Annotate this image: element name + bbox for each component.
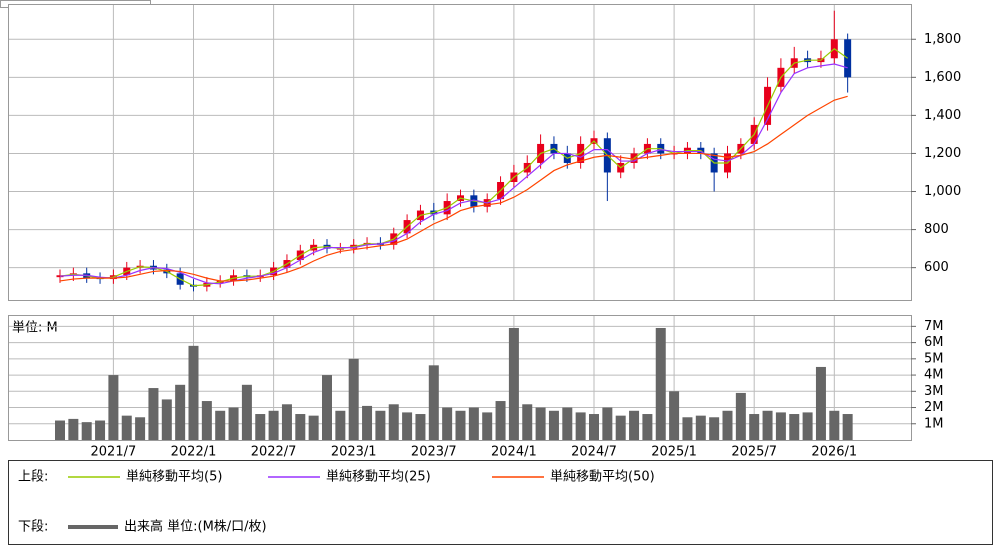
volume-bar xyxy=(55,420,65,440)
volume-bar xyxy=(508,327,519,440)
volume-unit: 単位: M xyxy=(12,320,58,336)
volume-bar xyxy=(148,388,159,440)
volume-bar xyxy=(735,392,746,440)
ma-line xyxy=(59,63,848,285)
ma-line xyxy=(59,48,848,287)
x-tick-label: 2024/7 xyxy=(571,445,617,460)
legend-label: 単純移動平均(5) xyxy=(126,469,222,485)
volume-bar xyxy=(428,365,439,440)
volume-bar xyxy=(201,401,212,440)
legend-label: 出来高 単位:(M株/口/枚) xyxy=(124,519,267,535)
volume-bar xyxy=(829,410,840,440)
x-tick-label: 2025/7 xyxy=(731,445,777,460)
volume-bar xyxy=(615,415,626,440)
volume-bar xyxy=(522,404,533,440)
volume-bar xyxy=(535,407,546,440)
volume-bar xyxy=(802,412,813,440)
y-tick-label: 800 xyxy=(924,222,949,237)
price-panel xyxy=(8,4,912,301)
y-tick-label: 1M xyxy=(924,416,944,431)
volume-bar xyxy=(789,414,800,440)
y-tick-label: 1,400 xyxy=(924,108,961,123)
volume-bar xyxy=(695,415,706,440)
volume-bar xyxy=(308,415,319,440)
volume-bar xyxy=(241,384,252,440)
volume-bar xyxy=(709,417,720,440)
volume-bar xyxy=(295,414,306,440)
volume-bar xyxy=(268,410,279,440)
legend-box xyxy=(8,460,993,545)
volume-bar xyxy=(188,345,199,440)
volume-bar xyxy=(548,410,559,440)
volume-bar xyxy=(348,358,359,440)
volume-bar xyxy=(629,410,640,440)
volume-bar xyxy=(495,401,506,440)
volume-bar xyxy=(442,407,453,440)
volume-bar xyxy=(228,407,239,440)
volume-bar xyxy=(415,414,426,440)
volume-bar xyxy=(81,422,92,440)
volume-bar xyxy=(749,414,760,440)
candle-body xyxy=(844,39,852,78)
x-tick-label: 2023/7 xyxy=(411,445,457,460)
volume-bar xyxy=(161,399,172,440)
volume-bar xyxy=(215,410,226,440)
volume-bar xyxy=(402,412,413,440)
volume-bar xyxy=(468,407,479,440)
volume-bar xyxy=(575,412,586,440)
volume-bar xyxy=(95,420,106,440)
volume-bar xyxy=(455,410,466,440)
volume-bar xyxy=(322,375,332,440)
y-tick-label: 4M xyxy=(924,368,944,383)
volume-bar xyxy=(362,405,373,440)
volume-bar xyxy=(375,410,386,440)
volume-bar xyxy=(842,414,853,440)
volume-bar xyxy=(669,391,680,440)
legend-upper-label: 上段: xyxy=(18,470,48,485)
y-tick-label: 1,800 xyxy=(924,32,961,47)
legend-lower-label: 下段: xyxy=(18,520,48,535)
volume-bar xyxy=(482,412,493,440)
volume-bar xyxy=(68,418,79,440)
x-tick-label: 2022/1 xyxy=(171,445,217,460)
y-tick-label: 6M xyxy=(924,335,944,350)
y-tick-label: 600 xyxy=(924,260,949,275)
volume-bar xyxy=(281,404,292,440)
y-tick-label: 2M xyxy=(924,400,944,415)
x-tick-label: 2022/7 xyxy=(251,445,297,460)
ma-line xyxy=(59,95,848,282)
volume-bar xyxy=(589,414,599,440)
y-tick-label: 1,000 xyxy=(924,184,961,199)
volume-bar xyxy=(175,384,186,440)
x-tick-label: 2024/1 xyxy=(491,445,537,460)
x-tick-label: 2023/1 xyxy=(331,445,377,460)
volume-bar xyxy=(655,327,666,440)
volume-bar xyxy=(135,417,146,440)
y-tick-label: 7M xyxy=(924,319,944,334)
volume-bar xyxy=(602,407,613,440)
volume-bar xyxy=(562,407,573,440)
x-tick-label: 2025/1 xyxy=(651,445,697,460)
y-tick-label: 5M xyxy=(924,351,944,366)
legend-label: 単純移動平均(25) xyxy=(326,469,431,485)
volume-bar xyxy=(815,366,826,440)
volume-bar xyxy=(775,412,786,440)
y-tick-label: 3M xyxy=(924,384,944,399)
volume-bar xyxy=(642,414,653,440)
volume-bar xyxy=(388,404,399,440)
x-tick-label: 2021/7 xyxy=(91,445,137,460)
volume-bar xyxy=(121,415,132,440)
volume-bar xyxy=(762,410,773,440)
volume-bar xyxy=(722,410,733,440)
volume-bar xyxy=(108,375,119,440)
x-tick-label: 2026/1 xyxy=(811,445,857,460)
legend-label: 単純移動平均(50) xyxy=(550,469,655,485)
volume-bar xyxy=(255,414,266,440)
volume-bar xyxy=(682,417,693,440)
y-tick-label: 1,200 xyxy=(924,146,961,161)
y-tick-label: 1,600 xyxy=(924,70,961,85)
volume-bar xyxy=(335,410,346,440)
